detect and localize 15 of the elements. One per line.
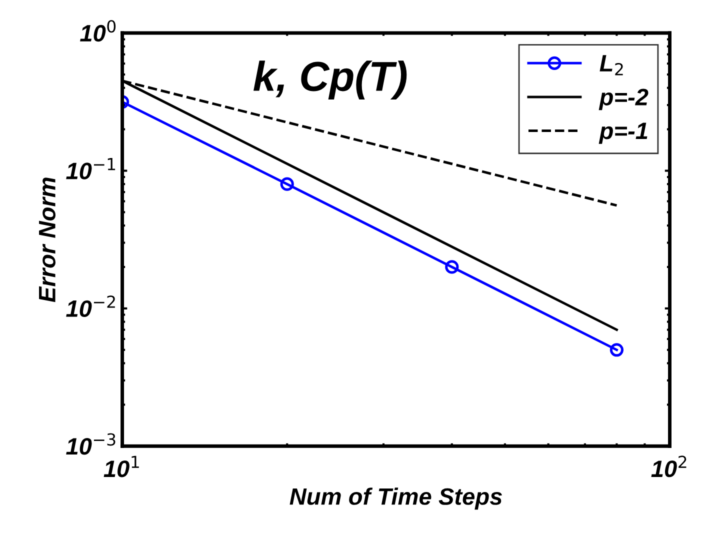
text: k, Cp(T) (254, 60, 407, 100)
point (280, 177, 294, 191)
y-tick-label: 10$^{−3}$ (66, 433, 116, 455)
legend-label: p=-2 (598, 88, 648, 110)
y-tick-label: 10$^{−1}$ (66, 158, 116, 180)
point (445, 260, 459, 274)
y-tick-label: 10$^{−2}$ (66, 296, 115, 318)
point (610, 343, 624, 357)
legend-label: L$_{2}$ (600, 55, 623, 76)
x-tick-label: 10$^{2}$ (651, 456, 686, 478)
x-axis-title: Num of Time Steps (290, 488, 502, 510)
legend-label: p=-1 (598, 122, 648, 144)
y-tick-label: 10$^{0}$ (80, 20, 116, 42)
y-axis-title: Error Norm (39, 178, 56, 302)
x-tick-label: 10$^{1}$ (104, 456, 139, 478)
